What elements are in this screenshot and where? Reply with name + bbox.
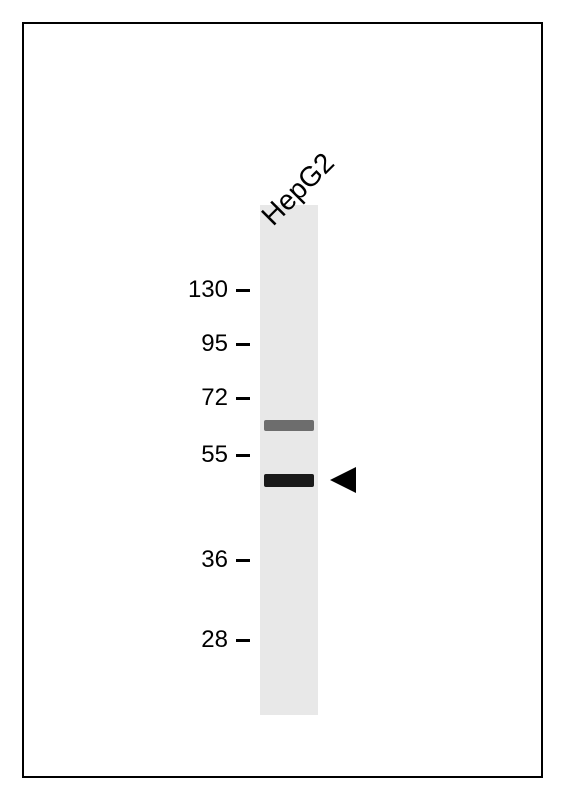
target-band-arrow	[330, 467, 362, 498]
blot-band	[264, 420, 314, 431]
blot-band	[264, 474, 314, 487]
marker-tick	[236, 454, 250, 457]
marker-label: 28	[201, 626, 228, 654]
marker-label: 55	[201, 441, 228, 469]
marker-label: 130	[188, 276, 228, 304]
marker-label: 95	[201, 330, 228, 358]
marker-label: 36	[201, 546, 228, 574]
blot-lane	[260, 205, 318, 715]
marker-tick	[236, 289, 250, 292]
marker-label: 72	[201, 384, 228, 412]
marker-tick	[236, 343, 250, 346]
marker-tick	[236, 559, 250, 562]
marker-tick	[236, 639, 250, 642]
marker-tick	[236, 397, 250, 400]
